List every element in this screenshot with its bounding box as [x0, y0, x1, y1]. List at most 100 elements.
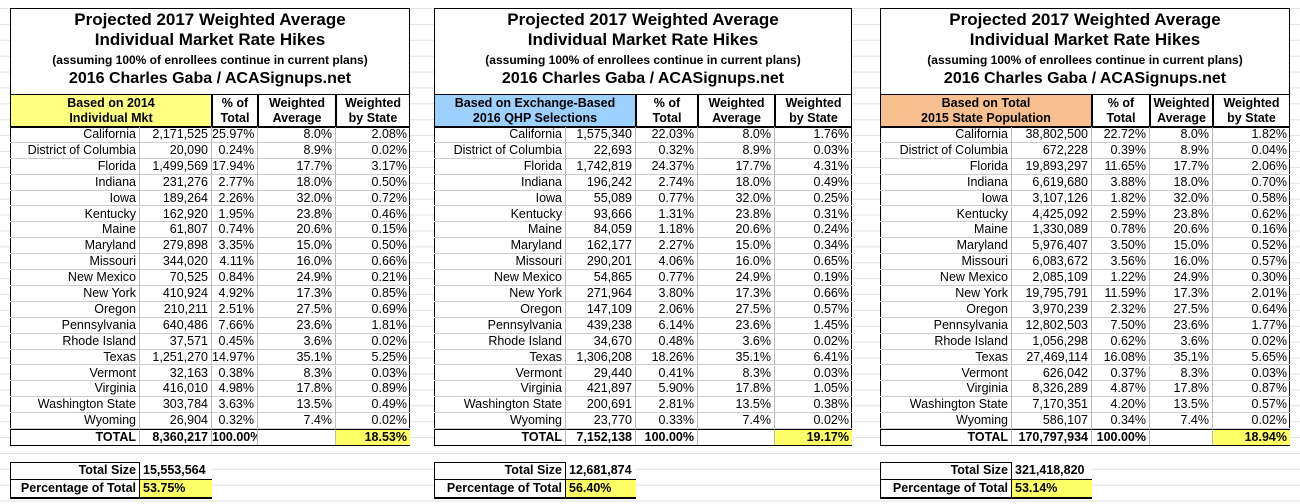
cell: 0.49% — [775, 175, 852, 191]
cell: 586,107 — [1012, 413, 1092, 430]
cell: 20.6% — [258, 222, 336, 239]
header-text: Weighted — [344, 96, 402, 110]
header-text: % of — [1107, 96, 1135, 110]
cell: New York — [10, 286, 140, 302]
cell: 0.50% — [336, 175, 410, 191]
cell: 210,211 — [140, 301, 212, 318]
table-box — [434, 127, 852, 446]
cell: 8.3% — [698, 365, 775, 382]
cell: 1.95% — [212, 206, 258, 223]
cell: Maryland — [10, 238, 140, 255]
cell: 8.9% — [698, 142, 775, 159]
cell: 3.17% — [336, 159, 410, 175]
cell: 0.30% — [1213, 270, 1290, 286]
header-text: % of — [221, 96, 249, 110]
cell: Vermont — [434, 365, 566, 382]
cell: 0.65% — [775, 254, 852, 271]
cell: Texas — [880, 349, 1012, 366]
header-text: % of — [653, 96, 681, 110]
cell: 32,163 — [140, 365, 212, 382]
cell: 0.16% — [1213, 222, 1290, 239]
summary-value: 15,553,564 — [140, 462, 212, 480]
title-line: Projected 2017 Weighted Average — [507, 10, 779, 29]
cell: District of Columbia — [880, 142, 1012, 159]
cell: 0.84% — [212, 270, 258, 286]
cell: 0.33% — [636, 413, 698, 430]
cell: 0.49% — [336, 397, 410, 414]
cell: 2.06% — [636, 301, 698, 318]
cell: 0.31% — [775, 207, 852, 223]
cell: 8.9% — [1150, 142, 1213, 159]
cell: 147,109 — [566, 301, 636, 318]
cell: District of Columbia — [10, 142, 140, 159]
header-text: Weighted — [268, 96, 326, 110]
cell: 12,802,503 — [1012, 317, 1092, 334]
cell: 3.6% — [698, 333, 775, 350]
cell: 15.0% — [258, 238, 336, 255]
header-basis — [880, 94, 1092, 127]
cell: 0.57% — [1213, 397, 1290, 414]
cell: Iowa — [880, 190, 1012, 207]
cell: 1,742,819 — [566, 158, 636, 175]
total-pct: 100.00% — [212, 429, 258, 445]
cell: 22.03% — [636, 127, 698, 143]
cell: 4.11% — [212, 254, 258, 271]
total-weighted: 18.53% — [336, 429, 410, 445]
cell: 32.0% — [1150, 190, 1213, 207]
cell: 0.50% — [336, 238, 410, 255]
header-cell — [336, 94, 410, 127]
cell: 5.90% — [636, 381, 698, 398]
cell: 0.04% — [1213, 143, 1290, 159]
cell: 2.59% — [1092, 206, 1150, 223]
cell: Kentucky — [880, 206, 1012, 223]
cell: 84,059 — [566, 222, 636, 239]
cell: 0.77% — [636, 190, 698, 207]
cell: 344,020 — [140, 254, 212, 271]
cell: 24.9% — [1150, 270, 1213, 286]
cell: 0.89% — [336, 381, 410, 398]
cell: Indiana — [880, 174, 1012, 191]
cell: 17.94% — [212, 158, 258, 175]
header-cell — [775, 94, 852, 127]
header-text: by State — [348, 111, 398, 125]
header-text: Based on Total — [941, 96, 1031, 110]
cell: 55,089 — [566, 190, 636, 207]
cell: 32.0% — [258, 190, 336, 207]
cell: 162,920 — [140, 206, 212, 223]
total-weighted: 18.94% — [1213, 429, 1290, 445]
header-text: Weighted — [1223, 96, 1280, 110]
title-line: (assuming 100% of enrollees continue in … — [52, 53, 368, 67]
total-value: 170,797,934 — [1012, 429, 1092, 445]
cell: 18.0% — [698, 174, 775, 191]
cell: 16.0% — [698, 254, 775, 271]
header-text: Weighted — [785, 96, 842, 110]
total-value: 7,152,138 — [566, 429, 636, 445]
header-cell — [258, 94, 336, 127]
cell: 0.52% — [1213, 238, 1290, 255]
cell: 1,575,340 — [566, 127, 636, 143]
cell: Virginia — [10, 381, 140, 398]
cell: 27,469,114 — [1012, 349, 1092, 366]
cell: 24.9% — [698, 270, 775, 286]
cell: Pennsylvania — [10, 317, 140, 334]
header-cell — [212, 94, 258, 127]
cell: 1,056,298 — [1012, 333, 1092, 350]
cell: 0.66% — [336, 254, 410, 271]
cell: 25.97% — [212, 127, 258, 143]
header-cell — [1092, 94, 1150, 127]
title-line: Projected 2017 Weighted Average — [949, 10, 1221, 29]
cell: 17.7% — [1150, 158, 1213, 175]
summary-value: 12,681,874 — [566, 462, 636, 480]
cell: 0.58% — [1213, 191, 1290, 207]
cell: 8,326,289 — [1012, 381, 1092, 398]
cell: 20,090 — [140, 142, 212, 159]
cell: 0.85% — [336, 286, 410, 302]
cell: 0.21% — [336, 270, 410, 286]
cell: 0.87% — [1213, 381, 1290, 398]
header-text: Average — [1157, 111, 1206, 125]
cell: 23.8% — [1150, 206, 1213, 223]
title-line: Individual Market Rate Hikes — [94, 30, 326, 49]
cell: 38,802,500 — [1012, 127, 1092, 143]
cell: 2.51% — [212, 301, 258, 318]
total-value: 8,360,217 — [140, 429, 212, 445]
